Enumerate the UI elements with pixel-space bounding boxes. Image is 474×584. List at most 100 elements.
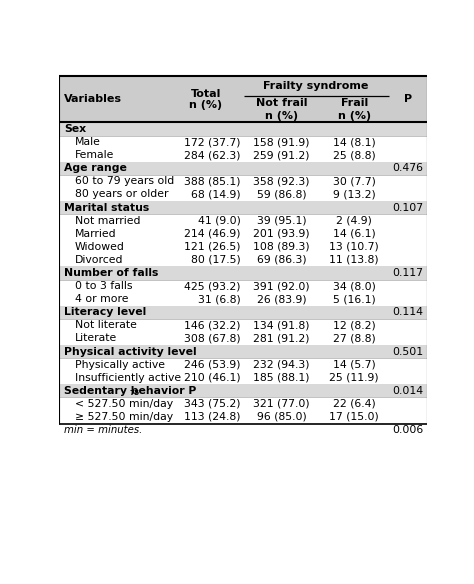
Bar	[59, 123, 427, 135]
Text: min = minutes.: min = minutes.	[64, 425, 142, 436]
Text: Married: Married	[75, 229, 117, 239]
Text: Frail: Frail	[340, 98, 368, 108]
Text: 232 (94.3): 232 (94.3)	[254, 360, 310, 370]
Text: Literacy level: Literacy level	[64, 307, 146, 317]
Text: 69 (86.3): 69 (86.3)	[257, 255, 307, 265]
Text: 281 (91.2): 281 (91.2)	[254, 333, 310, 343]
Text: < 527.50 min/day: < 527.50 min/day	[75, 399, 173, 409]
Text: 343 (75.2): 343 (75.2)	[184, 399, 241, 409]
Bar	[59, 214, 427, 227]
Text: 80 years or older: 80 years or older	[75, 189, 168, 199]
Text: 25 (11.9): 25 (11.9)	[329, 373, 379, 383]
Text: 14 (5.7): 14 (5.7)	[333, 360, 375, 370]
Bar	[59, 77, 427, 123]
Bar	[59, 135, 427, 148]
Text: 0.117: 0.117	[392, 268, 423, 278]
Text: P: P	[403, 95, 412, 105]
Text: 113 (24.8): 113 (24.8)	[184, 412, 241, 422]
Text: 108 (89.3): 108 (89.3)	[254, 242, 310, 252]
Text: 4 or more: 4 or more	[75, 294, 128, 304]
Text: 121 (26.5): 121 (26.5)	[184, 242, 241, 252]
Bar	[59, 319, 427, 332]
Text: 0.476: 0.476	[392, 164, 423, 173]
Text: 39 (95.1): 39 (95.1)	[257, 215, 307, 225]
Text: 30 (7.7): 30 (7.7)	[333, 176, 375, 186]
Bar	[59, 345, 427, 358]
Bar	[59, 201, 427, 214]
Text: Number of falls: Number of falls	[64, 268, 158, 278]
Text: 11 (13.8): 11 (13.8)	[329, 255, 379, 265]
Text: 134 (91.8): 134 (91.8)	[254, 321, 310, 331]
Text: Not married: Not married	[75, 215, 140, 225]
Text: Female: Female	[75, 150, 114, 160]
Text: 158 (91.9): 158 (91.9)	[254, 137, 310, 147]
Text: 31 (6.8): 31 (6.8)	[198, 294, 241, 304]
Text: 185 (88.1): 185 (88.1)	[254, 373, 310, 383]
Text: 17 (15.0): 17 (15.0)	[329, 412, 379, 422]
Text: 0.114: 0.114	[392, 307, 423, 317]
Bar	[59, 411, 427, 423]
Text: 425 (93.2): 425 (93.2)	[184, 281, 241, 291]
Text: 41 (9.0): 41 (9.0)	[198, 215, 241, 225]
Text: n (%): n (%)	[265, 112, 298, 121]
Text: 59 (86.8): 59 (86.8)	[257, 189, 307, 199]
Text: ≥ 527.50 min/day: ≥ 527.50 min/day	[75, 412, 173, 422]
Text: 308 (67.8): 308 (67.8)	[184, 333, 241, 343]
Text: 80 (17.5): 80 (17.5)	[191, 255, 241, 265]
Bar	[59, 227, 427, 240]
Text: Insufficiently active: Insufficiently active	[75, 373, 181, 383]
Text: 22 (6.4): 22 (6.4)	[333, 399, 375, 409]
Text: 259 (91.2): 259 (91.2)	[254, 150, 310, 160]
Bar	[59, 253, 427, 266]
Bar	[59, 332, 427, 345]
Text: 75: 75	[130, 390, 140, 396]
Text: 12 (8.2): 12 (8.2)	[333, 321, 375, 331]
Text: 358 (92.3): 358 (92.3)	[254, 176, 310, 186]
Bar	[59, 188, 427, 201]
Text: 214 (46.9): 214 (46.9)	[184, 229, 241, 239]
Text: 388 (85.1): 388 (85.1)	[184, 176, 241, 186]
Text: 96 (85.0): 96 (85.0)	[257, 412, 307, 422]
Text: Not literate: Not literate	[75, 321, 137, 331]
Text: 9 (13.2): 9 (13.2)	[333, 189, 375, 199]
Text: 68 (14.9): 68 (14.9)	[191, 189, 241, 199]
Bar	[59, 175, 427, 188]
Text: 146 (32.2): 146 (32.2)	[184, 321, 241, 331]
Bar	[59, 240, 427, 253]
Text: 0 to 3 falls: 0 to 3 falls	[75, 281, 132, 291]
Text: 284 (62.3): 284 (62.3)	[184, 150, 241, 160]
Text: n (%): n (%)	[337, 112, 371, 121]
Bar	[59, 397, 427, 411]
Text: Widowed: Widowed	[75, 242, 125, 252]
Text: 27 (8.8): 27 (8.8)	[333, 333, 375, 343]
Bar	[59, 280, 427, 293]
Text: 0.014: 0.014	[392, 386, 423, 396]
Text: 391 (92.0): 391 (92.0)	[254, 281, 310, 291]
Text: Divorced: Divorced	[75, 255, 123, 265]
Bar	[59, 371, 427, 384]
Bar	[59, 162, 427, 175]
Text: 26 (83.9): 26 (83.9)	[257, 294, 307, 304]
Text: Physically active: Physically active	[75, 360, 165, 370]
Bar	[59, 148, 427, 162]
Text: 246 (53.9): 246 (53.9)	[184, 360, 241, 370]
Text: 13 (10.7): 13 (10.7)	[329, 242, 379, 252]
Text: 14 (8.1): 14 (8.1)	[333, 137, 375, 147]
Bar	[59, 358, 427, 371]
Text: 0.501: 0.501	[392, 346, 423, 356]
Text: 172 (37.7): 172 (37.7)	[184, 137, 241, 147]
Text: 321 (77.0): 321 (77.0)	[254, 399, 310, 409]
Text: 5 (16.1): 5 (16.1)	[333, 294, 375, 304]
Text: Literate: Literate	[75, 333, 117, 343]
Bar	[59, 293, 427, 305]
Text: 0.006: 0.006	[392, 425, 423, 435]
Text: 210 (46.1): 210 (46.1)	[184, 373, 241, 383]
Text: Variables: Variables	[64, 95, 122, 105]
Text: Not frail: Not frail	[256, 98, 308, 108]
Bar	[59, 305, 427, 319]
Text: 34 (8.0): 34 (8.0)	[333, 281, 375, 291]
Text: Frailty syndrome: Frailty syndrome	[264, 81, 369, 91]
Bar	[59, 266, 427, 280]
Text: 0.107: 0.107	[392, 203, 423, 213]
Text: 14 (6.1): 14 (6.1)	[333, 229, 375, 239]
